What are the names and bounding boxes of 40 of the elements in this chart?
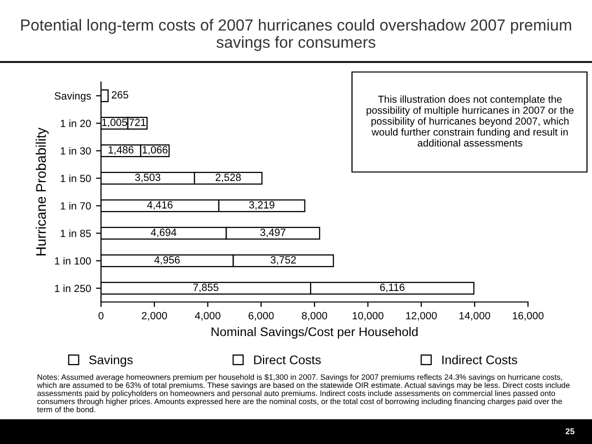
x-tick-label: 12,000	[406, 312, 437, 321]
data-label: 6,116	[380, 284, 404, 292]
y-tick-label: 1 in 30	[60, 146, 91, 155]
text: 25	[566, 428, 574, 434]
x-tick-label: 4,000	[194, 312, 220, 321]
data-label: 4,416	[147, 201, 173, 210]
data-label: 4,694	[150, 228, 176, 238]
x-tick-label: 8,000	[302, 312, 328, 321]
x-tick-label: 2,000	[142, 312, 167, 321]
data-label: 3,219	[249, 201, 274, 210]
data-label: 1,005	[102, 118, 128, 128]
data-label: 1,066	[142, 146, 168, 155]
data-label: 3,503	[135, 174, 160, 182]
legend-label: Direct Costs	[254, 355, 321, 364]
y-tick-label: Savings	[54, 92, 91, 102]
y-tick-label: 1 in 70	[60, 202, 91, 210]
data-label: 3,497	[260, 228, 286, 238]
x-tick-label: 10,000	[352, 312, 384, 321]
x-tick-label: 14,000	[459, 312, 490, 321]
x-axis-title: Nominal Savings/Cost per Household	[212, 326, 418, 339]
data-label: 7,855	[193, 284, 218, 292]
data-label: 721	[129, 118, 146, 126]
y-tick-label: 1 in 85	[60, 229, 91, 238]
x-tick-label: 16,000	[512, 312, 544, 321]
chart-title: Potential long-term costs of 2007 hurricanes could overshadow 2007 premium savings for consumers	[21, 18, 572, 52]
x-tick-label: 6,000	[248, 312, 274, 321]
y-tick-label: 1 in 250	[55, 284, 91, 292]
legend-label: Savings	[89, 355, 133, 367]
y-tick-label: 1 in 20	[60, 119, 91, 128]
x-tick-label: 0	[98, 312, 104, 320]
y-tick-label: 1 in 50	[60, 174, 91, 182]
data-label: 3,752	[270, 256, 296, 265]
y-axis-title: Hurricane Probability	[36, 128, 49, 256]
data-label: 4,956	[154, 256, 180, 265]
legend-label: Indirect Costs	[442, 355, 518, 364]
annotation: This illustration does not contemplate the possibility of multiple hurricanes in 2007 or the possibility of hurricanes beyond 2007, which would further constrain funding and result in additional assessments	[366, 95, 574, 147]
data-label: 265	[112, 91, 128, 99]
data-label: 2,528	[216, 174, 241, 182]
y-tick-label: 1 in 100	[55, 256, 91, 265]
data-label: 1,486	[108, 146, 134, 155]
